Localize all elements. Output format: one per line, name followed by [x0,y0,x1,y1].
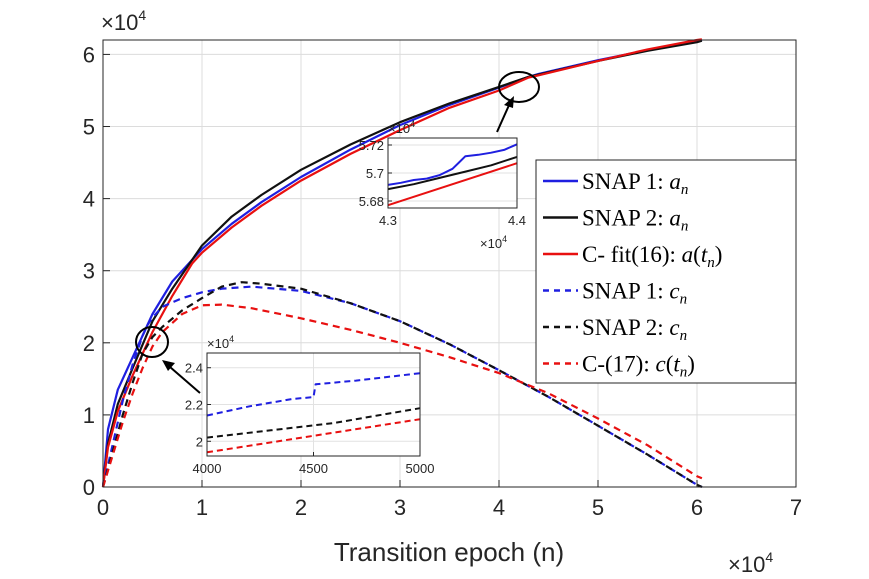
inset-c-y-exponent: ×104 [207,334,234,351]
series-line-3 [101,38,703,488]
inset-a-x-tick-label: 4.3 [379,213,397,228]
x-tick-label: 6 [691,495,703,520]
inset-a-series-line-3 [387,162,518,207]
legend-label-5: SNAP 2: cn [582,315,687,344]
x-tick-label: 4 [493,495,505,520]
legend: SNAP 1: an SNAP 2: an C- fit(16): a(tn) SNA… [535,159,797,384]
inset-c-y-tick-label: 2.4 [185,361,203,376]
x-tick-label: 7 [790,495,802,520]
zoom-arrowhead-c [162,360,175,371]
series-line-6 [101,303,703,488]
inset-a-x-tick-label: 4.4 [508,213,526,228]
inset-c-series-line-1 [206,372,421,417]
x-tick-label: 5 [592,495,604,520]
inset-a-series [387,143,518,207]
inset-c-x-tick-label: 4500 [299,461,328,476]
inset-c-x-tick-label: 5000 [406,461,435,476]
series-line-5 [101,281,703,489]
y-tick-label: 3 [83,259,95,284]
x-exponent-label: ×104 [728,549,773,577]
inset-a-y-tick-label: 5.68 [359,194,384,209]
inset-a-series-line-2 [387,155,518,191]
legend-box [535,159,797,384]
y-tick-label: 5 [83,115,95,140]
inset-a-ticks: 4.3 4.4 5.68 5.7 5.72 [359,138,526,228]
zoom-circle-a [498,71,540,103]
y-tick-label: 1 [83,403,95,428]
inset-a-y-tick-label: 5.7 [366,166,384,181]
x-tick-label: 1 [196,495,208,520]
inset-c-y-tick-label: 2 [196,434,203,449]
inset-a-series-line-1 [387,143,518,186]
ticks: 0 1 2 3 4 5 6 7 0 1 2 3 4 5 6 [83,42,802,520]
legend-label-1: SNAP 1: an [582,169,688,198]
zoom-arrowhead-a [504,96,514,108]
inset-c-series-line-3 [206,418,421,454]
x-tick-label: 3 [394,495,406,520]
y-tick-label: 2 [83,331,95,356]
y-tick-label: 4 [83,187,95,212]
inset-c-ticks: 4000 4500 5000 2 2.2 2.4 [185,361,435,476]
legend-label-6: C-(17): c(tn) [582,352,695,381]
legend-label-2: SNAP 2: an [582,206,688,235]
inset-a-y-exponent: ×104 [388,119,415,136]
y-exponent-label: ×104 [101,7,146,35]
inset-a: 4.3 4.4 5.68 5.7 5.72 ×104 ×104 [359,119,526,251]
y-tick-label: 6 [83,42,95,67]
legend-label-3: C- fit(16): a(tn) [582,242,722,271]
inset-a-x-exponent: ×104 [480,234,507,251]
inset-c: 4000 4500 5000 2 2.2 2.4 ×104 [185,334,435,476]
series-layer [101,38,703,489]
y-tick-label: 0 [83,475,95,500]
zoom-arrow-a [496,102,511,133]
zoom-arrow-c [169,366,201,394]
inset-c-y-tick-label: 2.2 [185,398,203,413]
x-tick-label: 2 [295,495,307,520]
x-tick-label: 0 [97,495,109,520]
inset-c-series-line-2 [206,407,421,439]
zoom-circle-c [135,326,169,358]
inset-c-series [206,372,421,454]
x-axis-label: Transition epoch (n) [334,537,564,567]
inset-c-x-tick-label: 4000 [193,461,222,476]
legend-items: SNAP 1: an SNAP 2: an C- fit(16): a(tn) SNA… [543,169,722,381]
legend-label-4: SNAP 1: cn [582,279,687,308]
inset-a-y-tick-label: 5.72 [359,138,384,153]
series-line-4 [101,285,703,489]
